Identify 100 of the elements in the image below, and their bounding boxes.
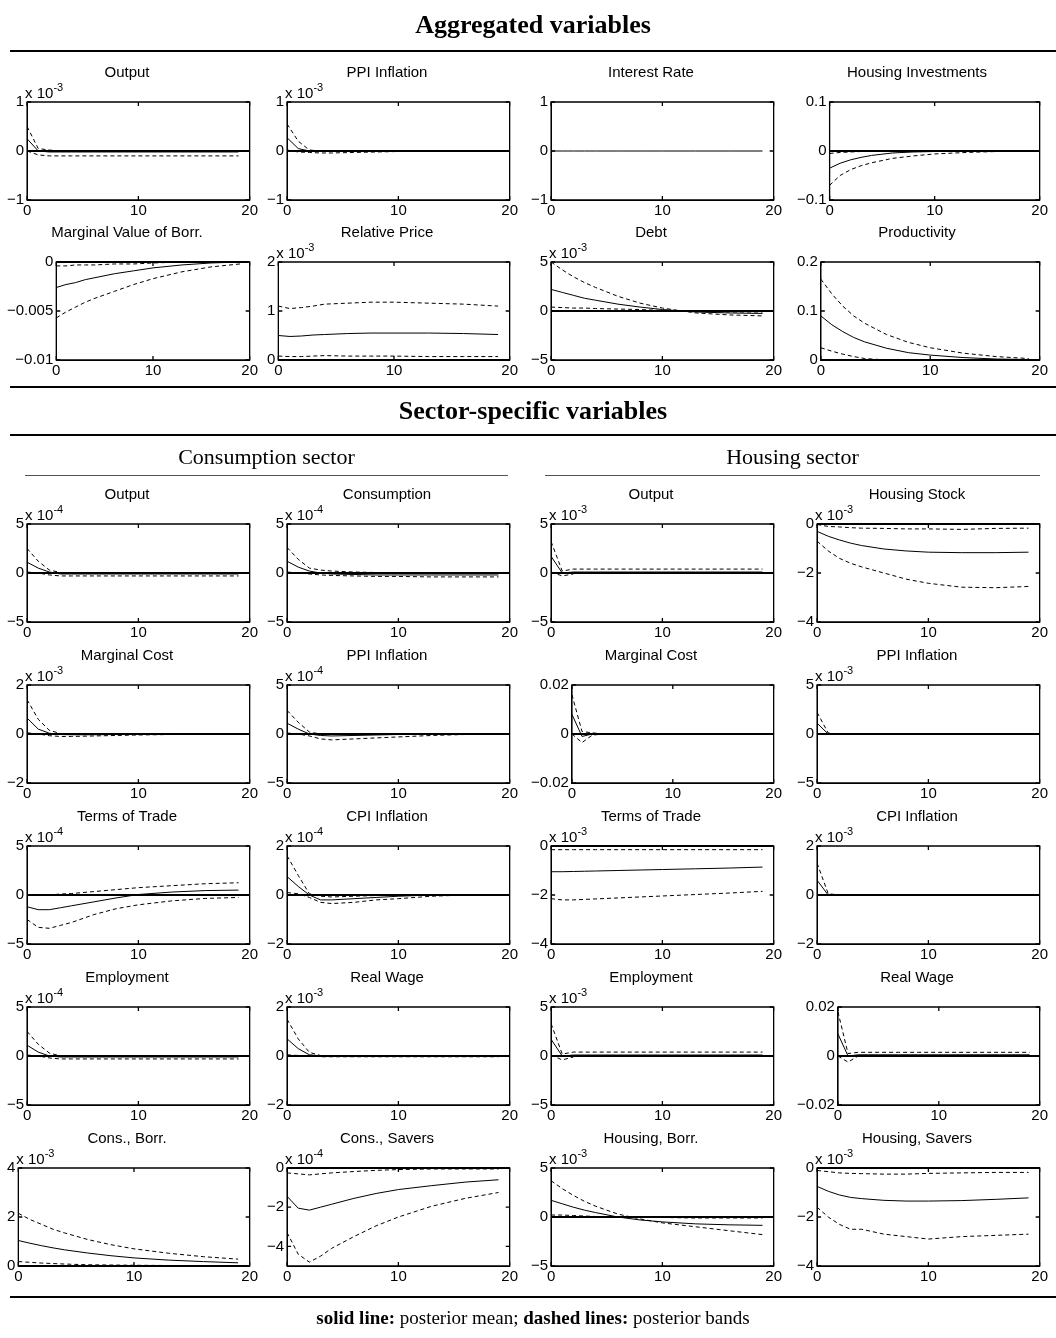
y-tick-label: 0 [15, 724, 25, 742]
y-tick-label: −5 [796, 773, 815, 791]
x-tick-label: 20 [765, 1106, 782, 1124]
y-tick-label: 0 [15, 885, 25, 903]
x-tick-label: 20 [501, 1267, 518, 1285]
text: Aggregated variables [415, 10, 651, 40]
y-tick-label: 5 [539, 514, 549, 532]
chart-title: Marginal Cost [80, 646, 175, 664]
y-tick-label: −1 [266, 190, 285, 208]
chart-title: Cons., Savers [339, 1129, 435, 1147]
y-tick-label: 0 [809, 350, 818, 368]
y-tick-label: −1 [6, 190, 25, 208]
x-tick-label: 10 [125, 1267, 143, 1285]
y-tick-label: −2 [6, 773, 25, 791]
x-tick-label: 10 [130, 201, 147, 219]
y-tick-label: −2 [796, 563, 815, 581]
y-tick-label: 0 [275, 141, 285, 159]
x-tick-label: 20 [1031, 945, 1048, 963]
y-tick-label: 0 [275, 724, 285, 742]
x-tick-label: 20 [1031, 1267, 1048, 1285]
y-tick-label: 5 [539, 1158, 549, 1176]
x-tick-label: 20 [241, 623, 258, 641]
y-tick-label: 0 [539, 563, 549, 581]
y-tick-label: 0 [539, 141, 549, 159]
chart-title: Housing, Borr. [603, 1129, 699, 1147]
chart-title: Marginal Cost [604, 646, 699, 664]
y-tick-label: 2 [275, 836, 285, 854]
y-tick-label: 0 [275, 1046, 285, 1064]
y-tick-label: −5 [530, 612, 549, 630]
x-tick-label: 10 [130, 784, 147, 802]
y-tick-label: −0.02 [530, 773, 569, 791]
y-tick-label: 0.02 [805, 997, 835, 1015]
x-tick-label: 20 [765, 623, 782, 641]
chart-title: Marginal Value of Borr. [51, 223, 203, 241]
y-tick-label: 0 [539, 836, 549, 854]
y-tick-label: 0 [539, 1046, 549, 1064]
y-tick-label: −5 [266, 773, 285, 791]
chart-title: CPI Inflation [876, 807, 958, 825]
y-tick-label: 0 [275, 1158, 285, 1176]
y-tick-label: −0.1 [796, 190, 827, 208]
chart-title: Housing Investments [846, 63, 988, 81]
x-tick-label: 20 [501, 784, 518, 802]
x-tick-label: 10 [130, 623, 147, 641]
y-tick-label: 2 [805, 836, 815, 854]
x-tick-label: 20 [1031, 201, 1048, 219]
chart-title: PPI Inflation [346, 646, 428, 664]
y-tick-label: 0 [539, 1207, 549, 1225]
x-tick-label: 10 [390, 1267, 407, 1285]
x-tick-label: 20 [501, 201, 518, 219]
chart-title: Real Wage [880, 968, 954, 986]
x-tick-label: 20 [501, 945, 518, 963]
chart-title: Productivity [878, 223, 957, 241]
y-tick-label: 0 [826, 1046, 835, 1064]
y-tick-label: 0 [44, 252, 54, 270]
y-tick-label: −2 [266, 1095, 285, 1113]
y-tick-label: 5 [539, 997, 549, 1015]
chart-title: Terms of Trade [600, 807, 702, 825]
x-tick-label: 20 [1031, 361, 1048, 379]
y-tick-label: −0.01 [15, 350, 54, 368]
y-tick-label: −5 [6, 1095, 25, 1113]
x-tick-label: 20 [501, 1106, 518, 1124]
y-tick-label: 0 [7, 1256, 16, 1274]
y-tick-label: 1 [275, 92, 285, 110]
x-tick-label: 20 [765, 361, 782, 379]
y-tick-label: 0 [275, 885, 285, 903]
chart-title: Consumption [342, 485, 432, 503]
x-tick-label: 20 [1031, 784, 1048, 802]
chart-title: Output [104, 485, 151, 503]
y-tick-label: −4 [530, 934, 549, 952]
chart-title: Housing, Savers [861, 1129, 973, 1147]
y-tick-label: −2 [796, 934, 815, 952]
chart-title: Terms of Trade [76, 807, 178, 825]
text: Sector-specific variables [398, 396, 668, 426]
y-tick-label: 0 [805, 885, 815, 903]
y-tick-label: 0 [15, 563, 25, 581]
x-tick-label: 20 [241, 1267, 258, 1285]
y-tick-label: 2 [15, 675, 25, 693]
y-tick-label: −4 [266, 1236, 285, 1254]
chart-title: Relative Price [340, 223, 434, 241]
x-tick-label: 10 [920, 784, 937, 802]
x-tick-label: 10 [926, 201, 943, 219]
y-tick-label: −2 [266, 1197, 285, 1215]
x-tick-label: 20 [765, 201, 782, 219]
x-tick-label: 10 [385, 361, 403, 379]
x-tick-label: 20 [241, 361, 258, 379]
x-tick-label: 20 [765, 1267, 782, 1285]
y-tick-label: −5 [6, 934, 25, 952]
chart-title: Output [628, 485, 675, 503]
y-tick-label: 4 [7, 1158, 16, 1176]
y-tick-label: 1 [539, 92, 549, 110]
x-tick-label: 10 [654, 1267, 671, 1285]
y-tick-label: 1 [267, 301, 276, 319]
chart-title: PPI Inflation [346, 63, 428, 81]
y-tick-label: −5 [530, 1095, 549, 1113]
chart-title: Employment [85, 968, 170, 986]
x-tick-label: 20 [1031, 623, 1048, 641]
x-tick-label: 20 [241, 945, 258, 963]
y-tick-label: −2 [266, 934, 285, 952]
y-tick-label: 0 [805, 514, 815, 532]
y-tick-label: 0.2 [796, 252, 818, 270]
